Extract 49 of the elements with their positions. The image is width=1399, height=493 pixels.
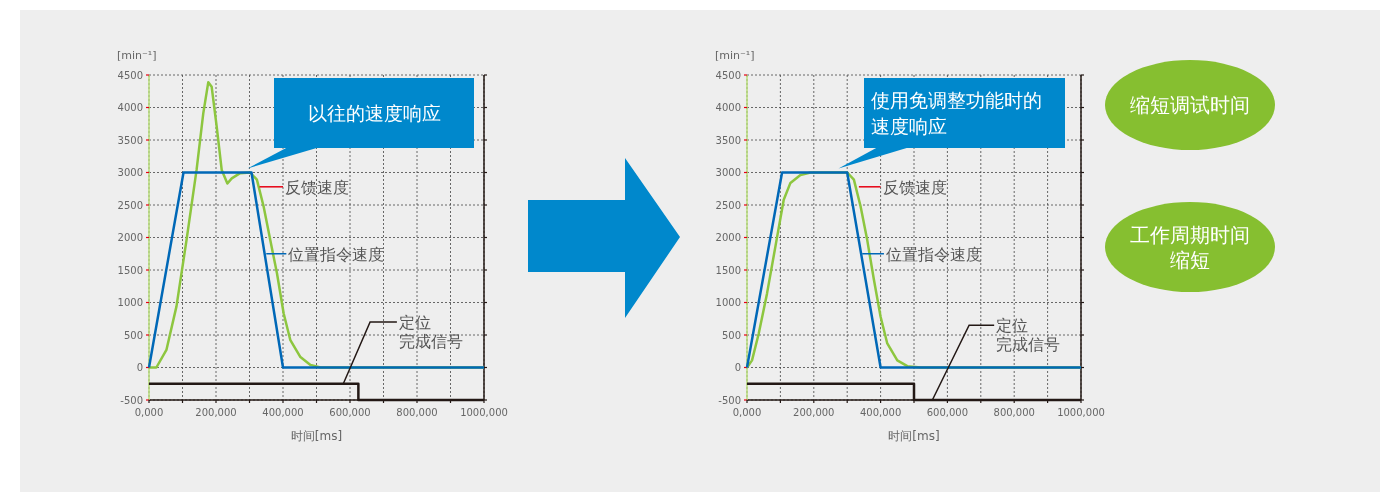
x-axis-title: 时间[ms] [888,429,940,443]
x-tick-label: 1000,000 [460,407,508,418]
x-tick-label: 600,000 [926,407,969,418]
annotation: 以往的速度响应 [307,102,441,124]
y-tick-label: 500 [123,329,143,341]
y-tick-label: 3500 [117,134,143,146]
y-tick-label: 500 [721,329,741,341]
y-tick-label: 4000 [117,102,143,113]
x-tick-label: 0,000 [732,407,762,418]
y-tick-label: -500 [718,394,741,406]
x-tick-label: 0,000 [134,407,164,418]
text: 定位完成信号 [996,316,1061,355]
y-tick-label: 3000 [117,167,143,178]
x-tick-label: 400,000 [262,407,304,418]
y-tick-label: 4000 [715,102,741,113]
x-tick-label: 800,000 [396,407,438,418]
x-axis-title: 时间[ms] [290,429,343,443]
x-tick-label: 200,000 [793,407,835,418]
legend-label: 位置指令速度 [288,244,385,264]
x-tick-label: 400,000 [859,407,902,418]
x-tick-label: 1000,000 [1057,407,1105,418]
series-label: 反馈速度 [882,177,947,197]
y-tick-label: 1000 [117,297,143,308]
x-tick-label: 600,000 [329,407,371,418]
y-tick-label: 1500 [715,264,741,276]
x-tick-label: 200,000 [195,407,237,418]
y-tick-label: 1000 [715,297,741,308]
text: 缩短调试时间 [1130,93,1250,117]
y-tick-label: 0 [734,362,741,373]
y-axis-title: [min⁻¹] [117,49,157,62]
y-tick-label: 2500 [715,199,741,211]
text: 定位完成信号 [398,313,463,352]
y-tick-label: -500 [120,394,143,406]
y-tick-label: 4500 [117,69,143,81]
y-tick-label: 1500 [117,264,143,276]
y-tick-label: 2000 [117,232,143,243]
y-tick-label: 0 [136,362,143,373]
annotation: 使用免调整功能时的速度响应 [871,89,1042,137]
y-tick-label: 3500 [715,134,741,146]
y-tick-label: 2000 [715,232,741,243]
line-series [745,171,1083,369]
x-tick-label: 800,000 [993,407,1035,418]
legend-label: 位置指令速度 [885,244,982,264]
y-tick-label: 3000 [715,167,741,178]
y-tick-label: 2500 [117,199,143,211]
y-tick-label: 4500 [715,69,741,81]
text: 工作周期时间缩短 [1130,222,1250,272]
series-label: 反馈速度 [285,177,349,197]
y-axis-title: [min⁻¹] [715,49,755,62]
